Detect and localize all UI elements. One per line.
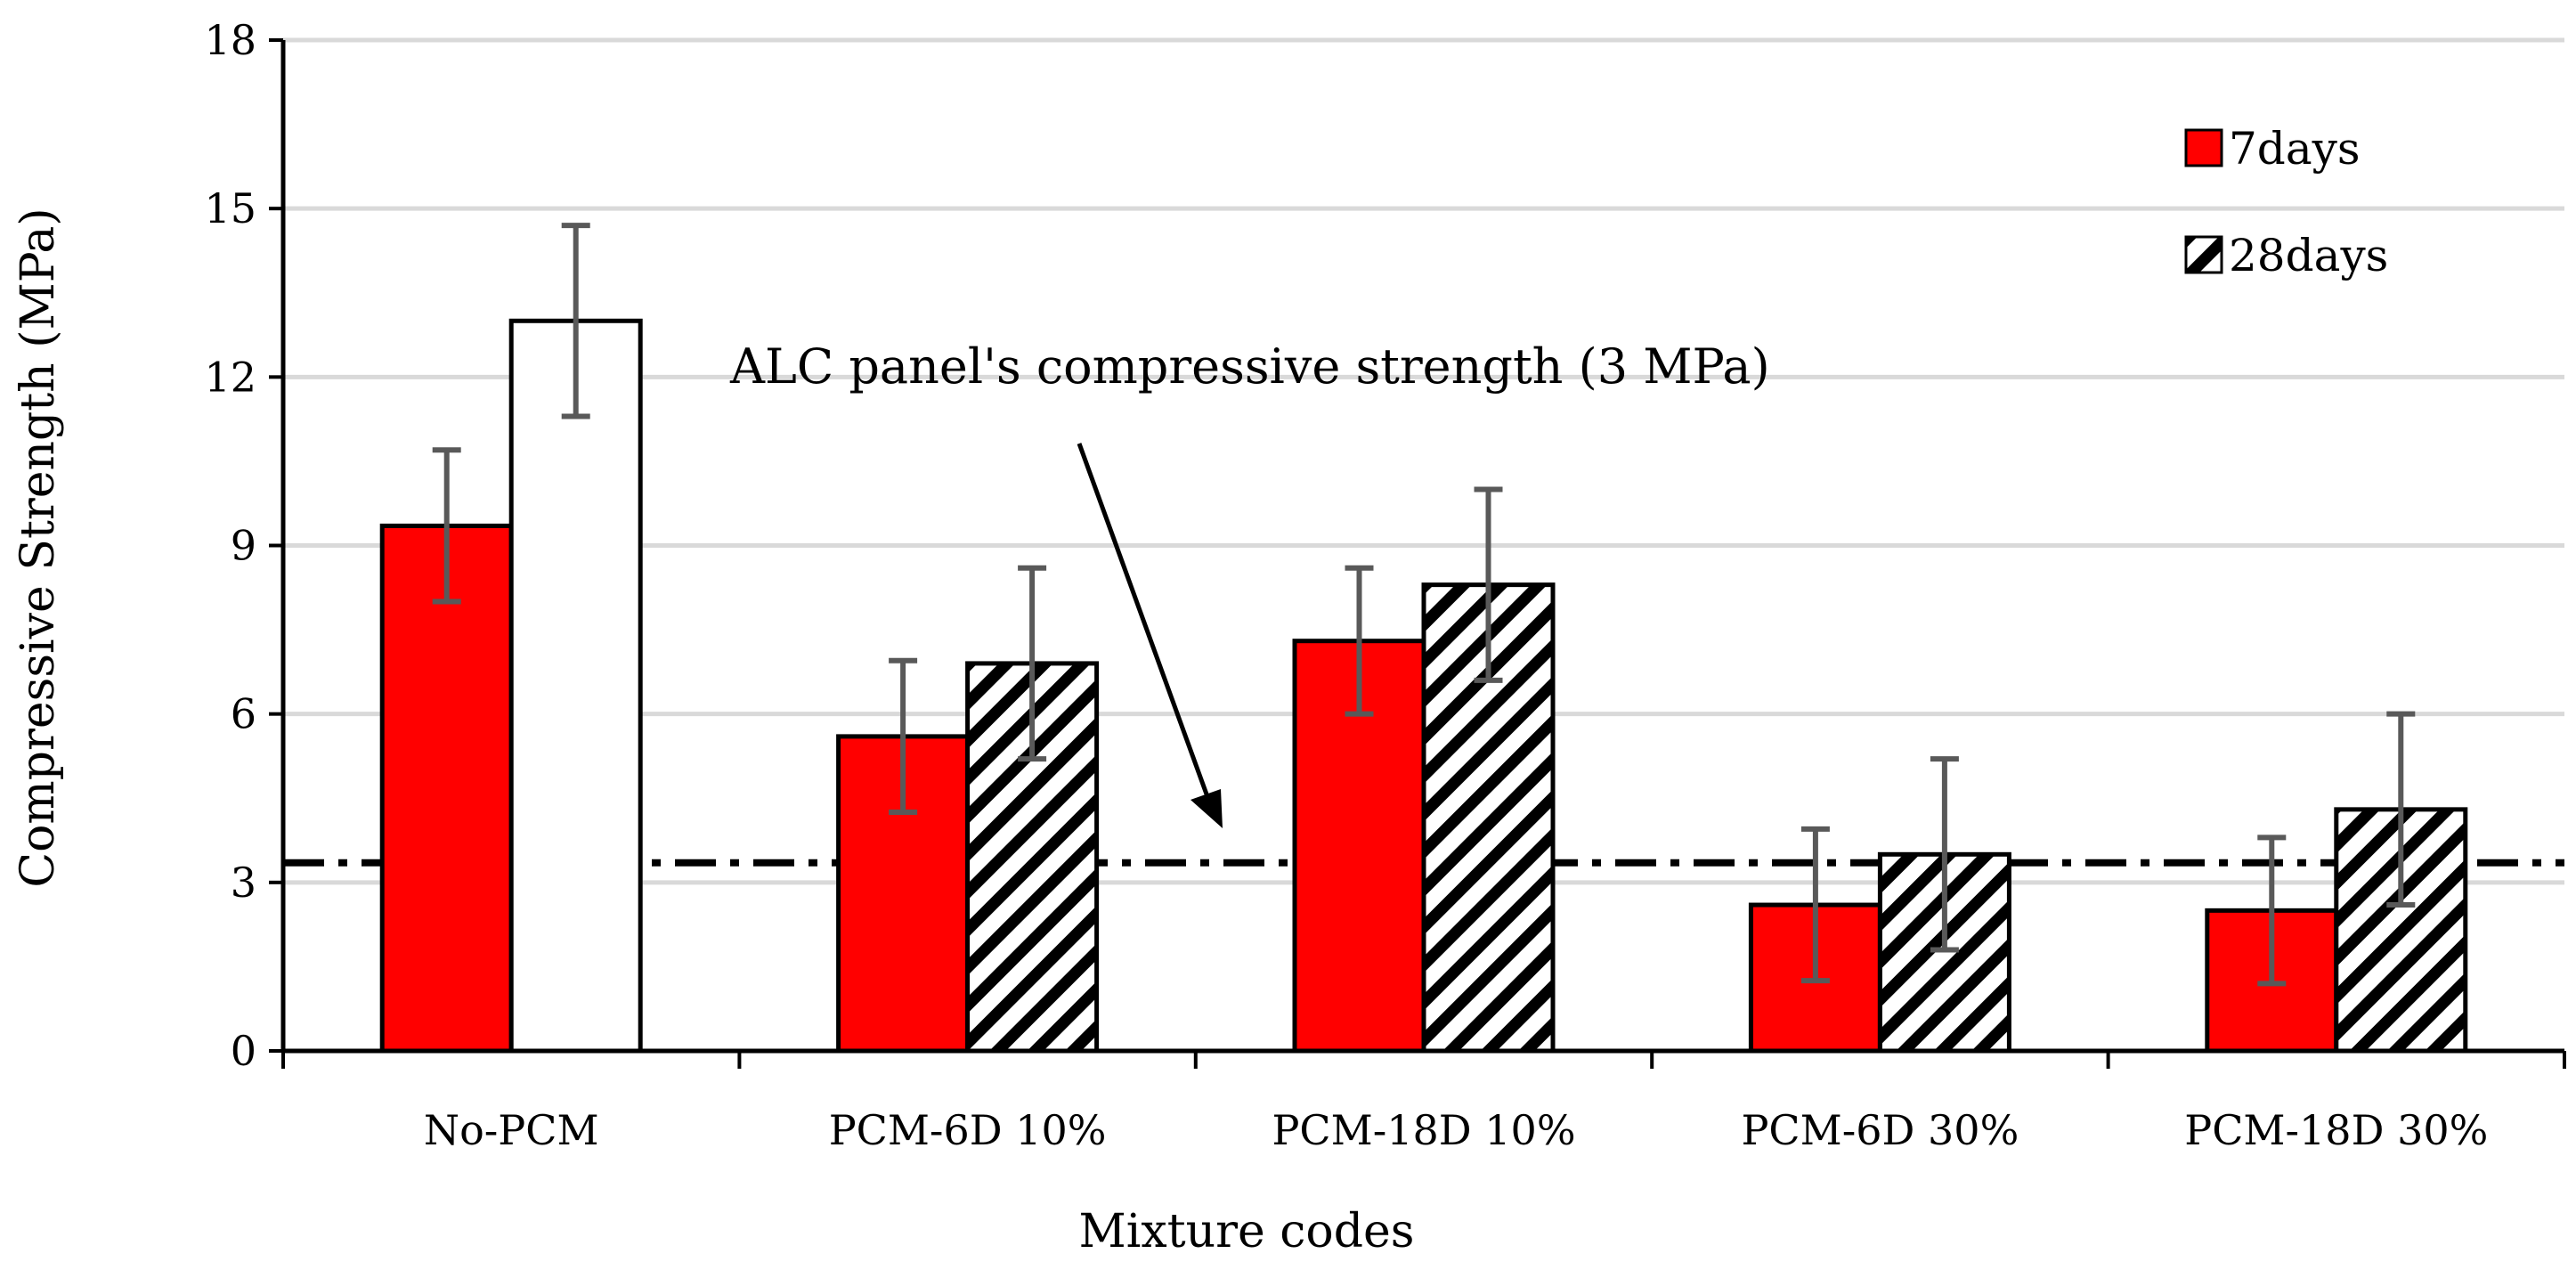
legend-label-7days: 7days — [2229, 123, 2361, 175]
y-tick-label-18: 18 — [204, 16, 256, 64]
y-tick-label-9: 9 — [231, 522, 256, 570]
x-axis-title: Mixture codes — [1079, 1205, 1415, 1258]
annotation-arrow-line — [1077, 443, 1212, 802]
x-tick-label-3: PCM-18D 10% — [1272, 1106, 1575, 1154]
annotation-text: ALC panel's compressive strength (3 MPa) — [729, 338, 1770, 395]
tick-labels: 0 3 6 9 12 15 18 No-PCM PCM-6D 10% PCM-18D 10% PCM… — [204, 16, 2488, 1154]
y-tick-label-12: 12 — [204, 353, 256, 401]
annotation: ALC panel's compressive strength (3 MPa) — [729, 338, 1770, 828]
legend-swatch-28days — [2184, 235, 2223, 274]
bar-28days-1 — [508, 318, 643, 1054]
grid-lines — [283, 37, 2564, 885]
y-tick-label-3: 3 — [231, 859, 256, 907]
y-tick-label-6: 6 — [231, 690, 256, 738]
x-tick-label-2: PCM-6D 10% — [829, 1106, 1107, 1154]
x-tick-label-1: No-PCM — [424, 1106, 599, 1154]
y-tick-label-15: 15 — [204, 184, 256, 232]
legend-label-28days: 28days — [2229, 230, 2388, 281]
bar-7days-1 — [379, 523, 514, 1054]
legend-swatch-7days — [2184, 128, 2223, 167]
x-tick-label-4: PCM-6D 30% — [1741, 1106, 2019, 1154]
legend: 7days 28days — [2184, 123, 2388, 281]
axes — [269, 38, 2566, 1069]
y-axis-title: Compressive Strength (MPa) — [12, 208, 65, 887]
y-tick-label-0: 0 — [231, 1027, 256, 1075]
annotation-arrow-head — [1190, 789, 1223, 828]
error-bars — [432, 223, 2416, 987]
bars — [379, 318, 2468, 1054]
x-tick-label-5: PCM-18D 30% — [2184, 1106, 2488, 1154]
